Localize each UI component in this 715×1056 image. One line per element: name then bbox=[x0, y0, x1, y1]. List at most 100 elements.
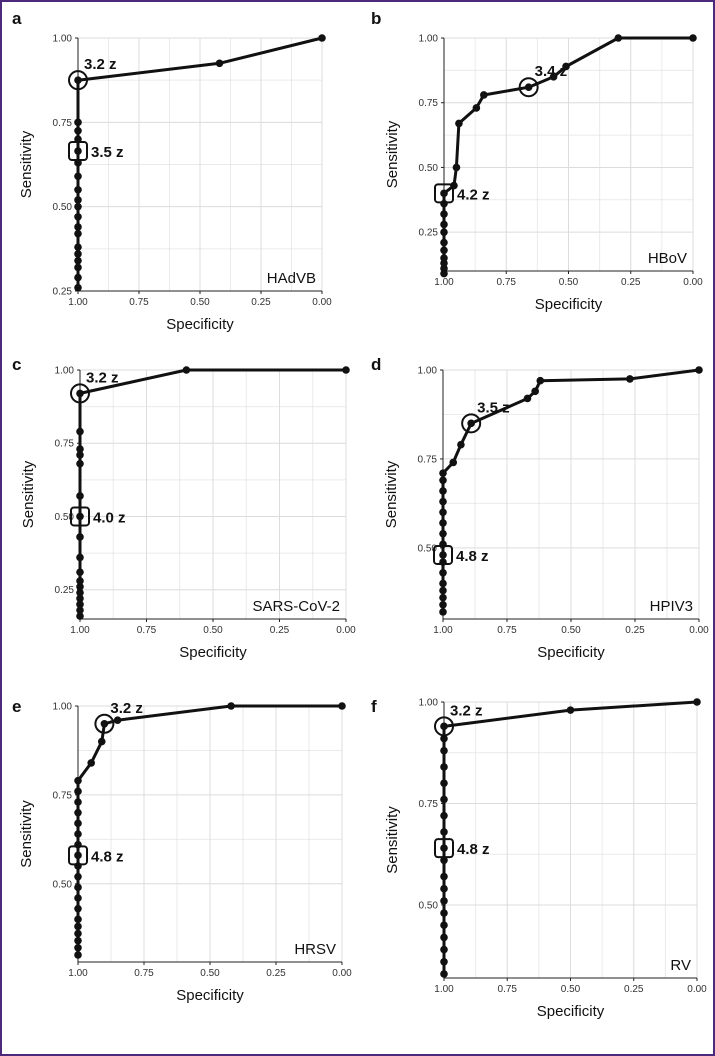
roc-point bbox=[549, 73, 558, 81]
roc-point bbox=[74, 202, 82, 211]
roc-point bbox=[74, 776, 82, 785]
y-tick-label: 1.00 bbox=[419, 698, 439, 709]
roc-point bbox=[531, 387, 539, 396]
x-tick-label: 0.50 bbox=[559, 277, 579, 288]
x-tick-label: 0.00 bbox=[687, 984, 707, 995]
roc-point bbox=[74, 250, 82, 258]
roc-point bbox=[440, 811, 448, 820]
threshold-circle-marker bbox=[94, 713, 115, 734]
panel-letter: c bbox=[12, 355, 21, 374]
y-tick-label: 0.50 bbox=[53, 879, 73, 890]
x-tick-label: 0.50 bbox=[561, 625, 581, 636]
roc-point bbox=[440, 795, 448, 804]
x-tick-label: 0.75 bbox=[137, 625, 157, 636]
panel-letter: f bbox=[371, 697, 377, 716]
roc-point bbox=[74, 126, 82, 135]
panel-a: a 1.00 0.75 0.50 0.25 0.00 0.25 0.50 0.75 1.00 Spe… bbox=[12, 9, 332, 333]
y-tick-label: 0.25 bbox=[53, 287, 73, 298]
panel-e: e 1.00 0.75 0.50 0.25 0.00 0.50 0.75 1.00 Specifi… bbox=[12, 697, 352, 1004]
roc-point bbox=[523, 394, 532, 403]
roc-point bbox=[614, 34, 623, 42]
roc-point bbox=[74, 943, 82, 952]
roc-point bbox=[472, 104, 481, 112]
roc-point bbox=[74, 256, 82, 265]
x-tick-label: 0.00 bbox=[332, 968, 352, 979]
x-axis-title: Specificity bbox=[535, 296, 603, 313]
roc-point bbox=[562, 62, 570, 71]
x-tick-label: 0.25 bbox=[624, 984, 644, 995]
x-tick-label: 0.25 bbox=[251, 297, 271, 308]
x-axis-title: Specificity bbox=[166, 316, 234, 333]
threshold-circle-marker bbox=[70, 383, 90, 404]
dataset-label: HAdVB bbox=[267, 270, 316, 287]
y-tick-label: 0.75 bbox=[419, 799, 439, 810]
roc-point bbox=[439, 600, 447, 609]
roc-point bbox=[440, 897, 448, 905]
threshold-circle-marker bbox=[461, 413, 482, 434]
roc-point bbox=[74, 894, 82, 902]
threshold-square-marker bbox=[70, 506, 90, 527]
y-tick-label: 0.25 bbox=[55, 585, 75, 596]
threshold-circle-marker bbox=[518, 77, 539, 98]
y-tick-label: 0.75 bbox=[55, 439, 75, 450]
roc-point bbox=[76, 582, 84, 591]
panel-f: f 1.00 0.75 0.50 0.25 0.00 0.50 0.75 1.00 Specifi… bbox=[371, 697, 707, 1020]
x-tick-label: 0.50 bbox=[561, 984, 581, 995]
roc-point bbox=[74, 851, 82, 860]
x-tick-label: 1.00 bbox=[70, 625, 90, 636]
y-axis-title: Sensitivity bbox=[384, 120, 401, 188]
x-tick-label: 0.50 bbox=[203, 625, 223, 636]
roc-point bbox=[76, 568, 84, 576]
y-tick-label: 1.00 bbox=[53, 702, 73, 713]
roc-point bbox=[74, 819, 82, 828]
roc-point bbox=[74, 273, 82, 282]
y-tick-label: 0.50 bbox=[419, 900, 439, 911]
roc-point bbox=[74, 243, 82, 251]
roc-point bbox=[74, 76, 82, 84]
roc-point bbox=[440, 779, 448, 787]
roc-point bbox=[74, 186, 82, 194]
roc-point bbox=[480, 91, 488, 99]
roc-point bbox=[74, 223, 82, 231]
roc-point bbox=[440, 746, 448, 755]
roc-point bbox=[440, 957, 448, 966]
threshold-square-marker bbox=[68, 141, 88, 162]
threshold-label: 4.8 z bbox=[457, 841, 490, 858]
x-tick-label: 0.75 bbox=[134, 968, 154, 979]
roc-point bbox=[76, 459, 84, 468]
roc-point bbox=[457, 440, 465, 449]
roc-point bbox=[76, 594, 84, 603]
roc-point bbox=[76, 451, 84, 459]
x-tick-label: 1.00 bbox=[68, 297, 88, 308]
roc-point bbox=[440, 856, 448, 865]
x-axis-title: Specificity bbox=[537, 1003, 605, 1020]
roc-point bbox=[338, 702, 346, 710]
roc-point bbox=[113, 716, 122, 725]
panel-letter: e bbox=[12, 697, 21, 716]
roc-point bbox=[439, 593, 447, 602]
dataset-label: SARS-CoV-2 bbox=[252, 598, 340, 615]
threshold-square-marker bbox=[434, 183, 454, 204]
y-tick-label: 0.25 bbox=[419, 228, 439, 239]
roc-point bbox=[182, 366, 191, 374]
panel-c: c 1.00 0.75 0.50 0.25 0.00 0.25 0.50 0.75 1.00 Spe… bbox=[12, 355, 356, 661]
roc-point bbox=[76, 588, 84, 597]
y-tick-label: 0.75 bbox=[419, 98, 439, 109]
dataset-label: HBoV bbox=[648, 250, 687, 267]
y-tick-label: 1.00 bbox=[419, 34, 439, 45]
roc-point bbox=[695, 366, 703, 374]
roc-point bbox=[74, 212, 82, 221]
roc-point bbox=[467, 419, 475, 428]
x-tick-label: 0.00 bbox=[312, 297, 332, 308]
roc-point bbox=[689, 34, 697, 42]
x-tick-label: 0.50 bbox=[200, 968, 220, 979]
roc-point bbox=[693, 698, 701, 706]
panel-letter: d bbox=[371, 355, 381, 374]
roc-point bbox=[440, 945, 448, 954]
y-axis-title: Sensitivity bbox=[18, 800, 35, 868]
roc-point bbox=[74, 229, 82, 238]
roc-point bbox=[215, 59, 224, 68]
roc-point bbox=[439, 529, 447, 538]
threshold-label: 4.8 z bbox=[456, 548, 489, 565]
